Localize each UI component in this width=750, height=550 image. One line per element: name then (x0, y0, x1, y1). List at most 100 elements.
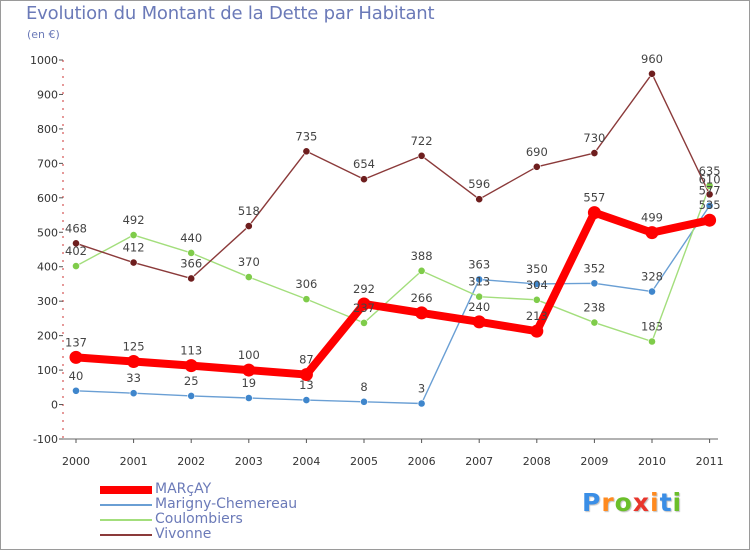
data-point (648, 337, 656, 346)
data-point (705, 190, 714, 199)
x-tick-label: 2005 (350, 455, 378, 468)
data-point (590, 149, 599, 157)
data-point (72, 386, 80, 395)
data-label: 137 (65, 335, 87, 349)
data-point (302, 295, 311, 304)
x-tick-label: 2001 (120, 455, 148, 468)
data-label: 113 (180, 344, 202, 358)
data-label: 735 (295, 129, 317, 143)
series-line (75, 185, 711, 343)
data-label: 304 (526, 278, 548, 292)
data-label: 100 (238, 348, 260, 362)
data-label: 402 (65, 244, 87, 258)
data-point (475, 292, 484, 301)
data-label: 328 (641, 270, 663, 284)
data-point (72, 239, 80, 248)
data-label: 730 (583, 131, 605, 145)
data-label: 577 (699, 184, 721, 198)
data-point (302, 147, 311, 156)
data-point (703, 213, 717, 227)
data-point (417, 266, 426, 275)
logo-letter: i (672, 488, 683, 517)
legend-label: MARçAY (155, 481, 212, 497)
x-tick-label: 2010 (638, 455, 666, 468)
series-markers (69, 69, 717, 408)
data-label: 468 (65, 221, 87, 235)
y-tick-label: 0 (51, 399, 58, 412)
data-label: 654 (353, 157, 375, 171)
data-point (129, 231, 138, 239)
data-point (532, 280, 541, 288)
data-label: 366 (180, 256, 202, 270)
data-point (415, 306, 429, 320)
data-label: 125 (123, 339, 145, 353)
data-point (475, 195, 484, 204)
data-point (127, 354, 141, 368)
x-tick-label: 2004 (292, 455, 320, 468)
data-point (244, 222, 253, 230)
data-label: 557 (583, 191, 605, 205)
data-point (244, 273, 253, 281)
y-tick-label: 800 (37, 123, 58, 136)
data-point (648, 287, 656, 296)
x-tick-label: 2011 (696, 455, 724, 468)
data-point (187, 249, 196, 257)
y-tick-label: 300 (37, 295, 58, 308)
data-label: 40 (69, 369, 84, 383)
data-label: 213 (526, 309, 548, 323)
data-label: 690 (526, 145, 548, 159)
legend-swatch (100, 486, 152, 494)
y-tick-label: -100 (33, 433, 58, 446)
logo-letter: o (614, 488, 633, 517)
legend-label: Coulombiers (155, 511, 243, 527)
data-label: 635 (699, 164, 721, 178)
data-point (417, 151, 426, 160)
data-label: 237 (353, 301, 375, 315)
data-label: 8 (360, 380, 367, 394)
chart-title: Evolution du Montant de la Dette par Hab… (26, 3, 435, 24)
data-point (69, 350, 83, 364)
logo-letter: P (582, 488, 602, 517)
x-tick-label: 2008 (523, 455, 551, 468)
data-label: 3 (418, 382, 425, 396)
data-point (705, 181, 714, 190)
x-tick-label: 2003 (235, 455, 263, 468)
data-point (645, 226, 659, 240)
data-label: 960 (641, 52, 663, 66)
data-point (360, 397, 368, 406)
data-label: 518 (238, 204, 260, 218)
legend-label: Vivonne (155, 526, 212, 542)
y-tick-label: 500 (37, 226, 58, 239)
data-label: 370 (238, 255, 260, 269)
data-point (357, 297, 371, 311)
data-point (532, 162, 541, 171)
data-label: 292 (353, 282, 375, 296)
legend-label: Marigny-Chemereau (155, 496, 298, 512)
x-tick-label: 2006 (408, 455, 436, 468)
data-labels: 40 33 25 19 13 8 3 363 350 352 328 577 402 492 440 370 3… (65, 52, 721, 396)
data-label: 238 (583, 301, 605, 315)
data-point (129, 389, 138, 398)
data-point (590, 279, 599, 288)
data-point (587, 206, 601, 220)
data-point (129, 258, 138, 267)
series-line (72, 208, 714, 379)
data-point (187, 274, 196, 283)
data-label: 499 (641, 211, 663, 225)
data-label: 33 (126, 371, 141, 385)
data-label: 610 (699, 172, 721, 186)
data-point (302, 396, 311, 404)
data-point (475, 275, 484, 284)
data-point (244, 394, 253, 402)
x-tick-label: 2002 (177, 455, 205, 468)
logo-letter: i (650, 488, 660, 517)
data-label: 388 (411, 249, 433, 263)
data-point (530, 324, 544, 338)
data-label: 306 (295, 277, 317, 291)
y-tick-label: 600 (37, 192, 58, 205)
series-line (75, 205, 711, 405)
data-point (532, 295, 541, 304)
data-point (184, 359, 198, 373)
data-point (705, 201, 714, 210)
